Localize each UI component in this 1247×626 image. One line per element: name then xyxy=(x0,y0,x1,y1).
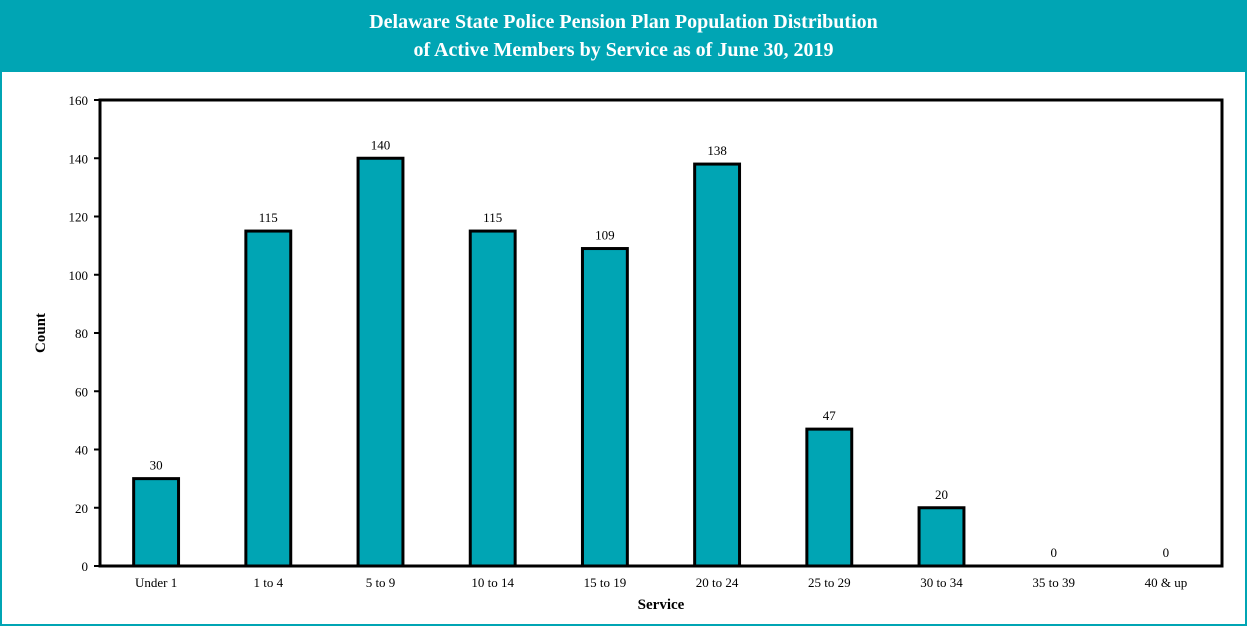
bar-0 xyxy=(132,477,181,568)
y-tick-label: 140 xyxy=(69,151,89,166)
x-tick-label: 1 to 4 xyxy=(253,575,283,590)
data-label: 20 xyxy=(935,487,948,502)
y-tick-label: 100 xyxy=(69,268,89,283)
x-axis-title: Service xyxy=(638,597,685,613)
data-labels: 30 115 140 115 109 138 47 20 0 0 xyxy=(150,137,1170,560)
data-label: 0 xyxy=(1050,545,1057,560)
x-tick-label: 40 & up xyxy=(1145,575,1188,590)
y-tick-label: 60 xyxy=(75,384,88,399)
x-tick-label: Under 1 xyxy=(135,575,177,590)
data-label: 109 xyxy=(595,228,615,243)
x-tick-label: 25 to 29 xyxy=(808,575,851,590)
bar-4 xyxy=(580,247,629,568)
y-tick-label: 80 xyxy=(75,326,88,341)
data-label: 115 xyxy=(259,210,278,225)
data-label: 30 xyxy=(150,458,163,473)
x-tick-label: 10 to 14 xyxy=(471,575,514,590)
y-axis-ticks: 0 20 40 60 80 100 120 140 160 xyxy=(69,93,100,574)
plot-area xyxy=(98,98,1224,568)
bar-5 xyxy=(693,162,742,568)
data-label: 138 xyxy=(707,143,727,158)
x-tick-label: 5 to 9 xyxy=(366,575,396,590)
data-label: 0 xyxy=(1163,545,1170,560)
bar-2 xyxy=(356,156,405,568)
x-tick-label: 35 to 39 xyxy=(1032,575,1075,590)
data-label: 140 xyxy=(371,137,391,152)
bar-6 xyxy=(805,427,854,568)
x-tick-label: 20 to 24 xyxy=(696,575,739,590)
y-tick-label: 0 xyxy=(82,559,89,574)
y-tick-label: 20 xyxy=(75,501,88,516)
bar-7 xyxy=(917,506,966,568)
y-tick-label: 120 xyxy=(69,210,89,225)
y-tick-label: 40 xyxy=(75,443,88,458)
x-tick-label: 30 to 34 xyxy=(920,575,963,590)
x-axis-ticks: Under 1 1 to 4 5 to 9 10 to 14 15 to 19 20 to… xyxy=(135,575,1187,590)
bar-3 xyxy=(468,229,517,568)
y-axis-title: Count xyxy=(33,313,49,353)
chart-title-line-1: Delaware State Police Pension Plan Popul… xyxy=(369,11,878,33)
bar-1 xyxy=(244,229,293,568)
x-tick-label: 15 to 19 xyxy=(584,575,627,590)
y-tick-label: 160 xyxy=(69,93,89,108)
chart-header: Delaware State Police Pension Plan Popul… xyxy=(0,0,1247,72)
chart-title-line-2: of Active Members by Service as of June … xyxy=(413,39,834,61)
bar-chart: 0 20 40 60 80 100 120 140 160 30 115 140 115 109 138 4… xyxy=(33,93,1224,613)
data-label: 115 xyxy=(483,210,502,225)
data-label: 47 xyxy=(823,408,837,423)
